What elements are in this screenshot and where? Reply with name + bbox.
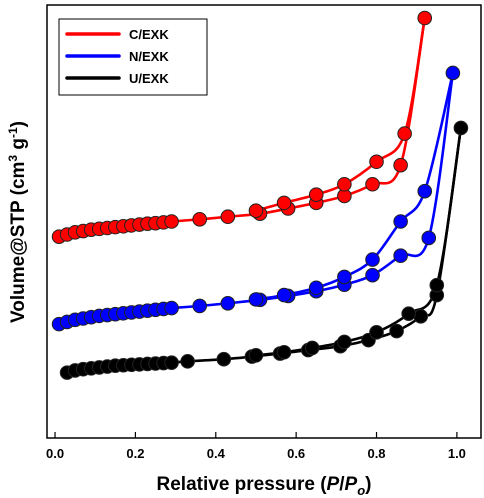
data-point — [417, 183, 433, 199]
series-n-exk — [51, 65, 461, 332]
data-point — [248, 347, 264, 363]
data-point — [304, 340, 320, 356]
data-point — [248, 292, 264, 307]
data-point — [365, 252, 380, 267]
data-point — [164, 355, 179, 370]
plot-frame — [46, 4, 482, 439]
y-axis-title: Volume@STP (cm3 g-1) — [6, 121, 29, 323]
data-point — [308, 187, 324, 202]
data-point — [369, 154, 384, 170]
x-tick-label: 0.6 — [287, 446, 305, 461]
data-point — [164, 214, 179, 229]
data-point — [216, 351, 232, 367]
legend-label-uexk: U/EXK — [129, 71, 169, 86]
x-tick-label: 0.4 — [207, 446, 226, 461]
data-point — [393, 248, 408, 264]
x-tick-label: 1.0 — [448, 446, 466, 461]
data-point — [164, 300, 179, 316]
data-point — [365, 267, 380, 283]
data-point — [192, 298, 208, 314]
data-point — [445, 65, 461, 81]
data-point — [369, 325, 384, 340]
data-point — [453, 120, 469, 136]
data-point — [393, 157, 408, 173]
data-point — [180, 354, 195, 369]
data-point — [337, 334, 352, 350]
series-u-exk — [59, 120, 469, 380]
x-tick-label: 0.0 — [46, 446, 64, 461]
series-layer — [51, 10, 469, 380]
data-point — [220, 296, 236, 311]
data-point — [417, 10, 433, 26]
legend: C/EXK N/EXK U/EXK — [58, 18, 208, 96]
legend-label-nexk: N/EXK — [129, 49, 169, 64]
data-point — [308, 280, 324, 296]
series-line-adsorption — [58, 72, 455, 326]
data-point — [248, 203, 264, 218]
data-point — [337, 176, 352, 192]
x-ticks: 0.0 0.2 0.4 0.6 0.8 1.0 — [46, 432, 466, 461]
x-axis-title: Relative pressure (P/Po) — [157, 474, 372, 498]
data-point — [276, 287, 292, 303]
data-point — [192, 212, 208, 227]
data-point — [397, 126, 412, 141]
data-point — [421, 230, 437, 246]
data-point — [393, 214, 408, 229]
x-tick-label: 0.2 — [126, 446, 144, 461]
x-tick-label: 0.8 — [367, 446, 385, 461]
data-point — [365, 176, 380, 192]
data-point — [220, 209, 236, 225]
data-point — [429, 277, 445, 293]
data-point — [389, 323, 404, 339]
data-point — [276, 344, 292, 360]
data-point — [401, 306, 416, 322]
data-point — [413, 309, 429, 324]
legend-label-cexk: C/EXK — [129, 27, 169, 42]
data-point — [337, 269, 352, 285]
data-point — [276, 195, 292, 211]
series-c-exk — [51, 10, 433, 244]
